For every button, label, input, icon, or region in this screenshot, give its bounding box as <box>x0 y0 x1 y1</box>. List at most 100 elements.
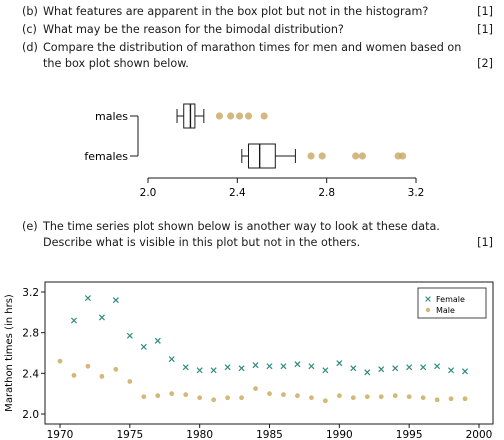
outlier-point <box>318 152 326 160</box>
y-tick-label: 2.8 <box>22 328 39 340</box>
female-point <box>252 362 259 369</box>
female-point <box>126 332 133 339</box>
female-point-stroke <box>210 367 217 374</box>
question-letter: (d) <box>22 41 38 54</box>
box <box>248 143 276 169</box>
female-point <box>322 367 329 374</box>
x-tick-label: 1980 <box>186 429 213 440</box>
question-text: What features are apparent in the box pl… <box>43 5 429 18</box>
female-point <box>182 364 189 371</box>
male-point <box>113 366 119 372</box>
female-point-stroke <box>168 356 175 363</box>
male-point <box>281 392 286 398</box>
time-series-plot: 2.0 2.4 2.8 3.2 1970 1975 1980 1985 1990 1995 2000… <box>4 281 494 440</box>
male-point <box>183 392 189 398</box>
female-point-stroke <box>140 343 147 350</box>
female-point-stroke <box>350 365 357 372</box>
female-point-stroke <box>238 365 245 372</box>
x-tick-label: 1970 <box>47 429 74 440</box>
female-point-stroke <box>70 317 77 324</box>
female-point <box>308 363 315 370</box>
x-tick-label: 1995 <box>396 429 423 440</box>
legend-male-label: Male <box>436 306 455 315</box>
male-point <box>85 363 91 369</box>
female-point <box>434 363 441 370</box>
x-tick-label: 2000 <box>466 429 493 440</box>
female-point-stroke <box>406 364 413 371</box>
female-point-stroke <box>294 361 301 368</box>
female-point-stroke <box>252 362 259 369</box>
male-point <box>406 394 412 400</box>
female-point <box>336 360 343 367</box>
question-e: (e) The time series plot shown below is … <box>22 219 470 250</box>
y-tick-label: 2.4 <box>22 368 39 380</box>
legend-female-label: Female <box>436 295 465 304</box>
female-point <box>70 317 77 324</box>
female-point <box>280 363 287 370</box>
question-b: (b) What features are apparent in the bo… <box>22 4 470 20</box>
female-point <box>448 367 455 374</box>
female-point <box>154 337 161 344</box>
female-point-stroke <box>84 295 91 302</box>
question-letter: (c) <box>22 23 37 36</box>
category-label: females <box>84 150 128 163</box>
male-point <box>434 397 440 403</box>
y-tick-label: 3.2 <box>22 287 39 299</box>
question-text: The time series plot shown below is anot… <box>43 220 440 249</box>
female-point <box>350 365 357 372</box>
male-point <box>57 358 63 364</box>
female-point <box>196 367 203 374</box>
question-d: (d) Compare the distribution of marathon… <box>22 40 470 71</box>
male-point <box>127 379 133 384</box>
x-tick-label: 2.4 <box>229 187 246 199</box>
female-point-stroke <box>182 364 189 371</box>
female-point-stroke <box>378 366 385 373</box>
question-letter: (e) <box>22 220 38 233</box>
female-point-stroke <box>420 364 427 371</box>
outlier-point <box>244 112 253 120</box>
male-point <box>253 386 258 391</box>
x-tick-label: 1990 <box>326 429 353 440</box>
male-point <box>169 391 175 397</box>
male-point <box>378 394 384 400</box>
male-point <box>392 393 398 399</box>
female-point <box>112 297 119 304</box>
male-point <box>71 372 77 378</box>
male-point <box>239 395 244 401</box>
female-point <box>224 364 231 371</box>
male-point <box>322 398 328 404</box>
male-point <box>364 394 370 400</box>
female-point <box>364 369 371 376</box>
legend: Female Male <box>417 287 487 319</box>
female-point <box>84 295 91 302</box>
legend-male-marker <box>425 307 431 313</box>
female-point <box>378 366 385 373</box>
outlier-point <box>235 112 244 120</box>
female-point-stroke <box>434 363 441 370</box>
male-point <box>267 391 272 397</box>
outlier-point <box>227 112 235 120</box>
female-point-stroke <box>266 363 273 370</box>
question-text: What may be the reason for the bimodal d… <box>43 23 344 36</box>
male-point <box>155 393 161 399</box>
female-point-stroke <box>392 365 399 372</box>
male-point <box>99 373 105 379</box>
male-point <box>309 395 314 401</box>
female-point <box>210 367 217 374</box>
box-plot: males females 2.0 2.4 2.8 3.2 <box>84 103 425 199</box>
female-point <box>420 364 427 371</box>
outlier-point <box>358 152 366 160</box>
x-tick-label: 3.2 <box>408 187 425 199</box>
male-point <box>141 394 147 400</box>
marks-e: [1] <box>477 236 493 249</box>
male-point <box>462 396 468 402</box>
female-point-stroke <box>462 368 469 375</box>
female-point-stroke <box>280 363 287 370</box>
male-point <box>211 397 217 403</box>
female-point <box>392 365 399 372</box>
female-point-stroke <box>322 367 329 374</box>
male-point <box>336 393 342 399</box>
outlier-point <box>215 112 224 120</box>
y-tick-label: 2.0 <box>22 409 39 421</box>
question-letter: (b) <box>22 5 38 18</box>
